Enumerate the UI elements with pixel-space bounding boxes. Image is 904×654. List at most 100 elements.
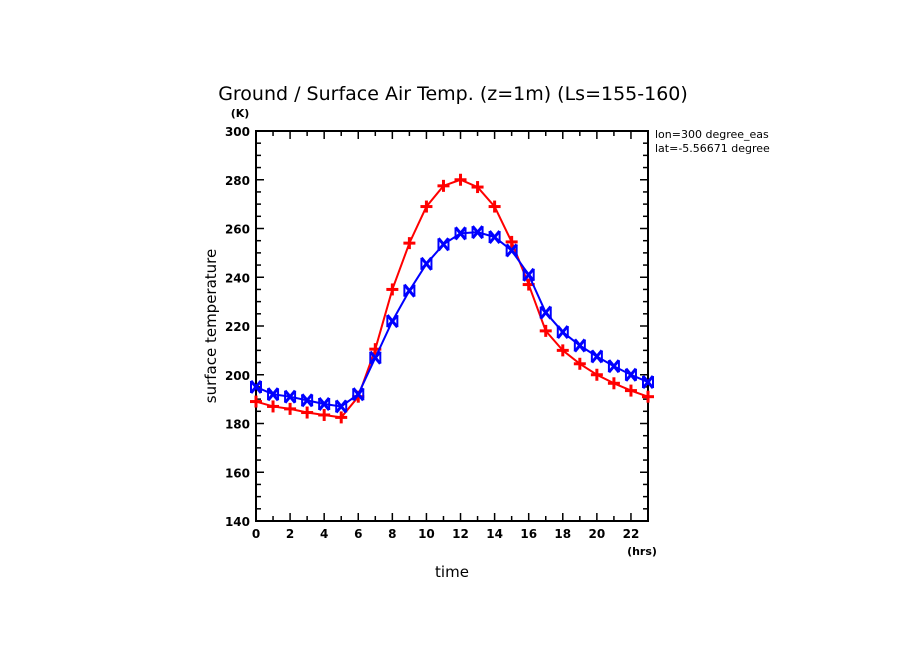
y-tick-label: 260 [225,223,250,237]
data-point [454,226,467,241]
marker-d2 [266,387,280,402]
x-axis-label: time [435,563,469,581]
x-tick-label: 10 [418,527,435,541]
data-point [522,267,535,282]
marker-d2 [607,359,621,374]
marker-d2 [454,226,467,241]
data-point [573,338,586,353]
chart-title: Ground / Surface Air Temp. (z=1m) (Ls=15… [218,83,688,105]
data-point [624,384,637,397]
data-point [266,387,280,402]
x-tick-label: 2 [286,527,294,541]
x-tick-label: 12 [452,527,469,541]
data-point [250,395,262,408]
marker-d2 [335,399,348,414]
y-tick-label: 200 [225,369,250,383]
data-point [471,181,484,194]
data-point [641,375,655,390]
data-point [607,359,621,374]
marker-d2 [641,375,655,390]
data-point [283,389,297,404]
y-tick-label: 180 [225,418,250,432]
x-tick-label: 6 [354,527,362,541]
y-tick-label: 160 [225,466,250,480]
data-point [505,235,518,248]
series-line-0 [255,178,649,419]
x-tick-label: 22 [623,527,640,541]
data-point [386,314,399,329]
marker-d2 [318,397,331,411]
marker-d2 [573,338,586,353]
y-tick-label: 300 [225,125,250,139]
data-point [556,325,569,340]
data-point [505,243,518,258]
y-tick-label: 220 [225,320,250,334]
data-point [642,390,654,403]
marker-d2 [300,393,314,408]
data-point [539,324,552,337]
data-point [403,283,416,298]
data-point [301,406,314,419]
x-tick-label: 4 [320,527,328,541]
data-point [403,237,416,250]
y-tick-label: 240 [225,271,250,285]
data-point [369,350,382,365]
data-point [284,402,297,415]
x-tick-label: 16 [520,527,537,541]
marker-d2 [369,350,382,365]
data-point [624,367,638,382]
data-point [488,230,501,244]
y-tick-label: 280 [225,174,250,188]
data-point [607,377,620,390]
data-point [556,344,569,357]
x-tick-label: 14 [486,527,503,541]
data-point [335,411,348,424]
data-point [352,387,365,402]
data-point [318,397,331,411]
x-tick-label: 18 [554,527,571,541]
marker-d2 [556,325,569,340]
marker-d2 [283,389,297,404]
data-point [318,408,331,421]
data-point [420,200,433,213]
data-point [590,368,603,381]
x-unit-label: (hrs) [627,545,657,558]
data-point [267,400,280,413]
data-point [488,200,501,213]
x-tick-label: 0 [252,527,260,541]
series-line-1 [255,231,649,408]
marker-d2 [624,367,638,382]
data-point [437,237,450,252]
marker-d2 [386,314,399,329]
marker-d2 [471,225,484,240]
marker-d2 [505,243,518,258]
marker-d2 [522,267,535,282]
y-tick-label: 140 [225,515,250,529]
marker-d2 [437,237,450,252]
data-point [335,399,348,414]
data-point [300,393,314,408]
data-point [437,179,450,192]
y-unit-label: (K) [231,107,250,120]
marker-d2 [249,379,263,394]
x-tick-label: 20 [589,527,606,541]
data-point [573,357,586,370]
data-point [590,349,604,364]
annotation-lon: lon=300 degree_eas [655,128,769,141]
y-axis-label: surface temperature [202,249,220,404]
annotation-lat: lat=-5.56671 degree [655,142,770,155]
marker-d2 [539,305,552,320]
data-point [539,305,552,320]
marker-d2 [488,230,501,244]
x-tick-label: 8 [388,527,396,541]
data-point [471,225,484,240]
data-point [249,379,263,394]
data-point [454,173,467,186]
data-point [386,283,399,296]
marker-d2 [403,283,416,298]
marker-d2 [420,256,433,271]
marker-d2 [590,349,604,364]
data-point [420,256,433,271]
marker-d2 [352,387,365,402]
